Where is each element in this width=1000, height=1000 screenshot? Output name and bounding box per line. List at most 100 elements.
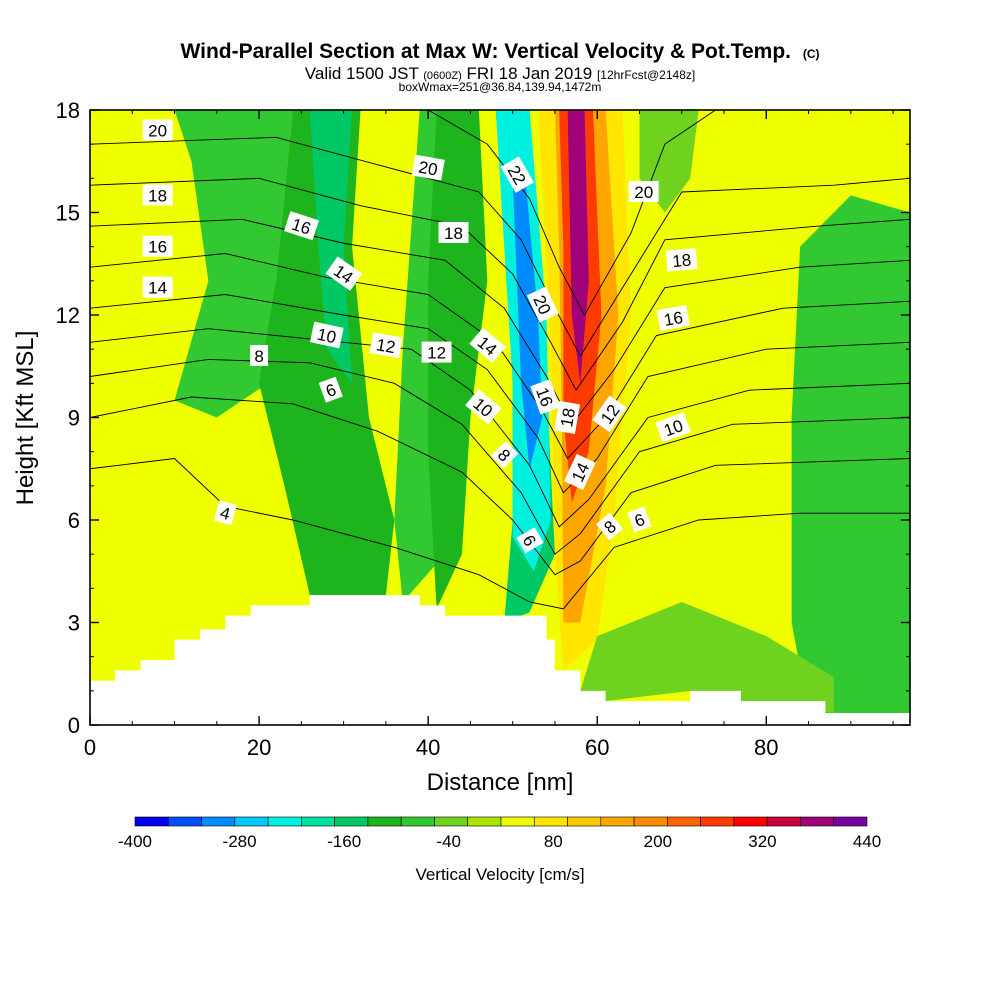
subtitle-valid: Valid 1500 JST (305, 64, 419, 83)
colorbar-tick-label: -160 (327, 832, 361, 851)
theta-label-box (142, 235, 173, 257)
theta-label-box (325, 256, 363, 291)
theta-label-box (564, 453, 596, 490)
colorbar-swatch (400, 816, 435, 827)
theta-label: 20 (411, 154, 445, 181)
theta-label-text: 18 (148, 186, 167, 205)
theta-label-text: 14 (148, 279, 167, 298)
colorbar-swatch (167, 816, 202, 827)
colorbar-swatch (700, 816, 735, 827)
theta-label: 18 (554, 400, 581, 435)
theta-label-text: 18 (557, 407, 579, 429)
velocity-region (174, 110, 293, 418)
theta-label: 12 (369, 332, 403, 359)
y-axis-label: Height [Kft MSL] (12, 331, 39, 506)
theta-label-box (500, 156, 534, 193)
colorbar-tick-label: -280 (223, 832, 257, 851)
subtitle-date: FRI 18 Jan 2019 (467, 64, 593, 83)
theta-contour-line (90, 458, 910, 610)
theta-label-box (142, 276, 173, 298)
y-tick-label: 12 (56, 303, 80, 328)
theta-label-box (595, 512, 624, 541)
theta-label: 8 (595, 512, 624, 541)
theta-label: 18 (665, 248, 698, 272)
colorbar-swatch (800, 816, 835, 827)
theta-label-text: 12 (427, 344, 446, 363)
colorbar-swatch (467, 816, 502, 827)
colorbar-swatch (434, 816, 469, 827)
colorbar-swatch (833, 816, 868, 827)
theta-label-box (592, 395, 627, 433)
chart-title-text: Wind-Parallel Section at Max W: Vertical… (180, 40, 791, 63)
theta-label: 18 (142, 184, 173, 206)
theta-label-box (421, 341, 452, 363)
theta-contour-line (90, 294, 910, 494)
colorbar-swatch (733, 816, 768, 827)
theta-label-box (530, 379, 561, 415)
theta-label-text: 12 (375, 335, 397, 357)
theta-label: 4 (213, 500, 237, 526)
y-tick-label: 6 (68, 508, 80, 533)
colorbar-swatch (667, 816, 701, 827)
subtitle-utc: (0600Z) (423, 70, 462, 82)
chart-subtitle: Valid 1500 JST (0600Z) FRI 18 Jan 2019 [… (305, 64, 695, 83)
theta-label-box (283, 211, 320, 241)
theta-label: 6 (627, 506, 652, 533)
x-tick-label: 20 (247, 735, 271, 760)
terrain-layer (90, 595, 910, 725)
theta-label-box (411, 154, 445, 181)
theta-label-text: 20 (634, 183, 653, 202)
colorbar-swatch (334, 816, 369, 827)
velocity-region (580, 602, 834, 714)
theta-label-text: 16 (289, 215, 313, 239)
velocity-fill-layer (174, 110, 910, 714)
x-tick-label: 0 (84, 735, 96, 760)
x-tick-label: 60 (585, 735, 609, 760)
velocity-region (567, 110, 589, 384)
theta-label-text: 20 (417, 158, 439, 180)
x-axis: 0 20 40 60 80 (84, 110, 894, 760)
theta-label: 20 (628, 181, 659, 202)
theta-label-box (213, 500, 237, 526)
colorbar-tick-label: 200 (644, 832, 672, 851)
colorbar-swatch (267, 816, 302, 827)
x-axis-label: Distance [nm] (427, 769, 574, 796)
theta-label-box (554, 400, 581, 435)
theta-label-box (142, 184, 173, 206)
theta-label-box (438, 222, 469, 243)
colorbar: -400 -280 -160 -40 80 200 320 440 (118, 816, 881, 851)
theta-label: 16 (656, 304, 690, 331)
theta-label-box (250, 345, 269, 366)
colorbar-swatch (633, 816, 668, 827)
theta-contour-line (90, 328, 910, 528)
colorbar-tick-label: -40 (436, 832, 461, 851)
colorbar-swatch (533, 816, 568, 827)
subtitle-fcst: [12hrFcst@2148z] (597, 68, 695, 82)
colorbar-swatch (201, 816, 236, 827)
y-tick-label: 9 (68, 406, 80, 431)
theta-label-box (142, 119, 173, 141)
y-tick-label: 18 (56, 98, 80, 123)
theta-label: 14 (142, 276, 173, 298)
theta-label-text: 16 (662, 308, 684, 330)
terrain-profile (90, 595, 910, 725)
theta-label-box (465, 389, 502, 425)
theta-label: 18 (438, 222, 469, 243)
colorbar-swatch (134, 816, 169, 827)
colorbar-swatch (301, 816, 335, 827)
theta-label: 10 (655, 412, 691, 443)
theta-contour-line (90, 396, 910, 576)
theta-label-text: 20 (148, 122, 167, 141)
theta-label: 6 (516, 527, 544, 554)
theta-contour-line (90, 177, 910, 392)
chart-title: Wind-Parallel Section at Max W: Vertical… (180, 40, 819, 63)
theta-contour-line (90, 358, 910, 555)
theta-label-text: 10 (315, 325, 337, 348)
theta-label: 8 (490, 440, 519, 469)
velocity-region (791, 195, 910, 714)
theta-label-box (526, 286, 559, 323)
theta-label-box (309, 321, 344, 349)
